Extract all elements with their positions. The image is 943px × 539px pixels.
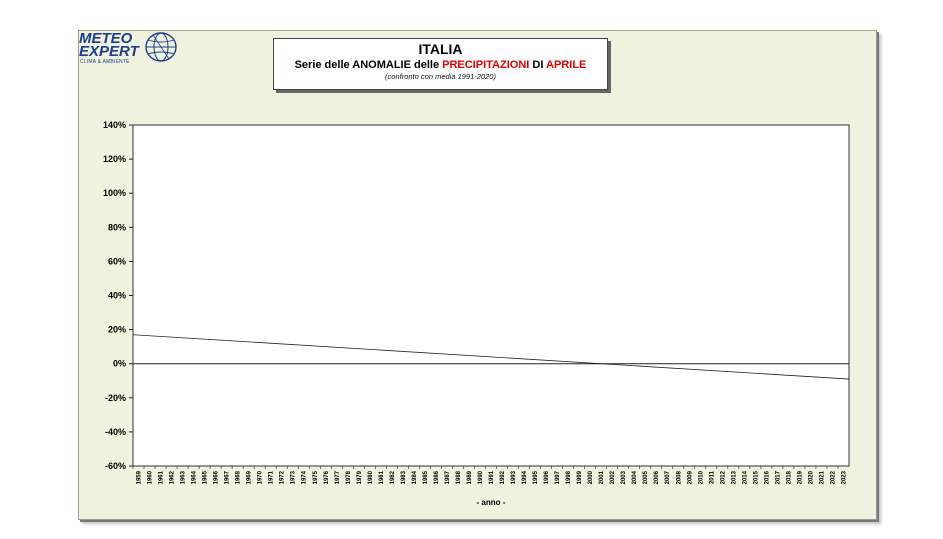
- subtitle-part-1: Serie delle ANOMALIE delle: [294, 59, 443, 71]
- trend-line: [132, 334, 850, 380]
- x-tick-label: 1989: [467, 470, 473, 484]
- x-tick-label: 1970: [258, 470, 264, 484]
- x-tick-label: 1961: [159, 470, 165, 484]
- x-tick-label: 1971: [269, 470, 275, 484]
- x-tick-label: 1968: [236, 470, 242, 484]
- chart-subtitle: Serie delle ANOMALIE delle PRECIPITAZION…: [274, 58, 607, 72]
- x-tick-label: 2015: [753, 470, 759, 484]
- x-tick-label: 2020: [808, 470, 814, 484]
- x-tick-label: 2010: [698, 470, 704, 484]
- x-tick-label: 1976: [324, 470, 330, 484]
- x-tick-label: 1990: [478, 470, 484, 484]
- x-tick-label: 1964: [192, 470, 198, 484]
- logo-tagline: CLIMA & AMBIENTE: [80, 59, 130, 65]
- x-tick-label: 1998: [566, 470, 572, 484]
- y-tick-label: 0%: [113, 359, 126, 369]
- y-tick-label: 140%: [103, 120, 126, 130]
- x-tick-label: 1980: [368, 470, 374, 484]
- x-tick-label: 1974: [302, 470, 308, 484]
- x-tick-label: 2001: [599, 470, 605, 484]
- x-tick-label: 1994: [522, 470, 528, 484]
- x-tick-label: 2014: [742, 470, 748, 484]
- x-tick-label: 1984: [412, 470, 418, 484]
- x-tick-label: 1987: [445, 470, 451, 484]
- y-tick-label: 100%: [103, 188, 126, 198]
- x-tick-label: 1977: [335, 470, 341, 484]
- chart-title-box: ITALIA Serie delle ANOMALIE delle PRECIP…: [273, 38, 608, 90]
- meteo-expert-logo: METEO EXPERT CLIMA & AMBIENTE: [79, 31, 189, 71]
- x-tick-label: 1988: [456, 470, 462, 484]
- x-tick-label: 1985: [423, 470, 429, 484]
- y-tick-label: 40%: [108, 291, 126, 301]
- y-tick-label: -40%: [105, 427, 126, 437]
- x-tick-label: 1992: [500, 470, 506, 484]
- subtitle-aprile: APRILE: [546, 59, 587, 71]
- y-tick-label: 60%: [108, 256, 126, 266]
- x-tick-label: 1969: [247, 470, 253, 484]
- y-tick-label: 20%: [108, 325, 126, 335]
- x-tick-label: 1972: [280, 470, 286, 484]
- x-tick-label: 1965: [203, 470, 209, 484]
- x-tick-label: 1963: [181, 470, 187, 484]
- x-tick-label: 2012: [720, 470, 726, 484]
- x-tick-label: 1996: [544, 470, 550, 484]
- x-tick-label: 2002: [610, 470, 616, 484]
- x-tick-label: 2007: [665, 470, 671, 484]
- x-axis-label: - anno -: [477, 498, 506, 507]
- x-tick-label: 1979: [357, 470, 363, 484]
- x-tick-label: 2008: [676, 470, 682, 484]
- x-tick-label: 1995: [533, 470, 539, 484]
- x-tick-label: 2009: [687, 470, 693, 484]
- y-tick-label: -20%: [105, 393, 126, 403]
- x-tick-label: 2006: [654, 470, 660, 484]
- x-tick-label: 2011: [709, 470, 715, 484]
- x-tick-label: 1993: [511, 470, 517, 484]
- x-tick-label: 2013: [731, 470, 737, 484]
- subtitle-part-2: DI: [529, 59, 547, 71]
- x-tick-label: 2022: [830, 470, 836, 484]
- axes-group: -60% -40% -20% 0% 20% 40% 60% 80% 100% 120% 140% 19…: [103, 120, 850, 507]
- logo-word-1: METEO: [79, 30, 133, 47]
- x-tick-label: 2023: [841, 470, 847, 484]
- x-tick-label: 2000: [588, 470, 594, 484]
- x-tick-label: 1960: [148, 470, 154, 484]
- y-tick-label: 120%: [103, 154, 126, 164]
- x-tick-label: 2004: [632, 470, 638, 484]
- x-tick-label: 2018: [786, 470, 792, 484]
- x-tick-label: 1973: [291, 470, 297, 484]
- chart-title: ITALIA: [418, 41, 463, 57]
- x-tick-label: 2021: [819, 470, 825, 484]
- globe-icon: [145, 32, 177, 62]
- x-tick-label: 1975: [313, 470, 319, 484]
- x-tick-label: 1981: [379, 470, 385, 484]
- y-tick-label: -60%: [105, 461, 126, 471]
- x-tick-label: 1991: [489, 470, 495, 484]
- x-tick-label: 2003: [621, 470, 627, 484]
- x-tick-label: 1962: [170, 470, 176, 484]
- x-tick-label: 2019: [797, 470, 803, 484]
- x-tick-label: 1959: [137, 470, 143, 484]
- x-tick-label: 1966: [214, 470, 220, 484]
- x-tick-label: 1983: [401, 470, 407, 484]
- x-tick-label: 2016: [764, 470, 770, 484]
- x-tick-label: 2017: [775, 470, 781, 484]
- x-tick-label: 2005: [643, 470, 649, 484]
- x-tick-label: 1999: [577, 470, 583, 484]
- y-tick-label: 80%: [108, 222, 126, 232]
- x-tick-label: 1982: [390, 470, 396, 484]
- x-tick-label: 1967: [225, 470, 231, 484]
- plot-area: [132, 124, 850, 467]
- logo-word-2: EXPERT: [79, 43, 139, 60]
- x-tick-label: 1997: [555, 470, 561, 484]
- x-tick-label: 1986: [434, 470, 440, 484]
- x-tick-label: 1978: [346, 470, 352, 484]
- chart-note: (confronto con media 1991-2020): [385, 72, 496, 81]
- subtitle-precipitazioni: PRECIPITAZIONI: [442, 59, 530, 71]
